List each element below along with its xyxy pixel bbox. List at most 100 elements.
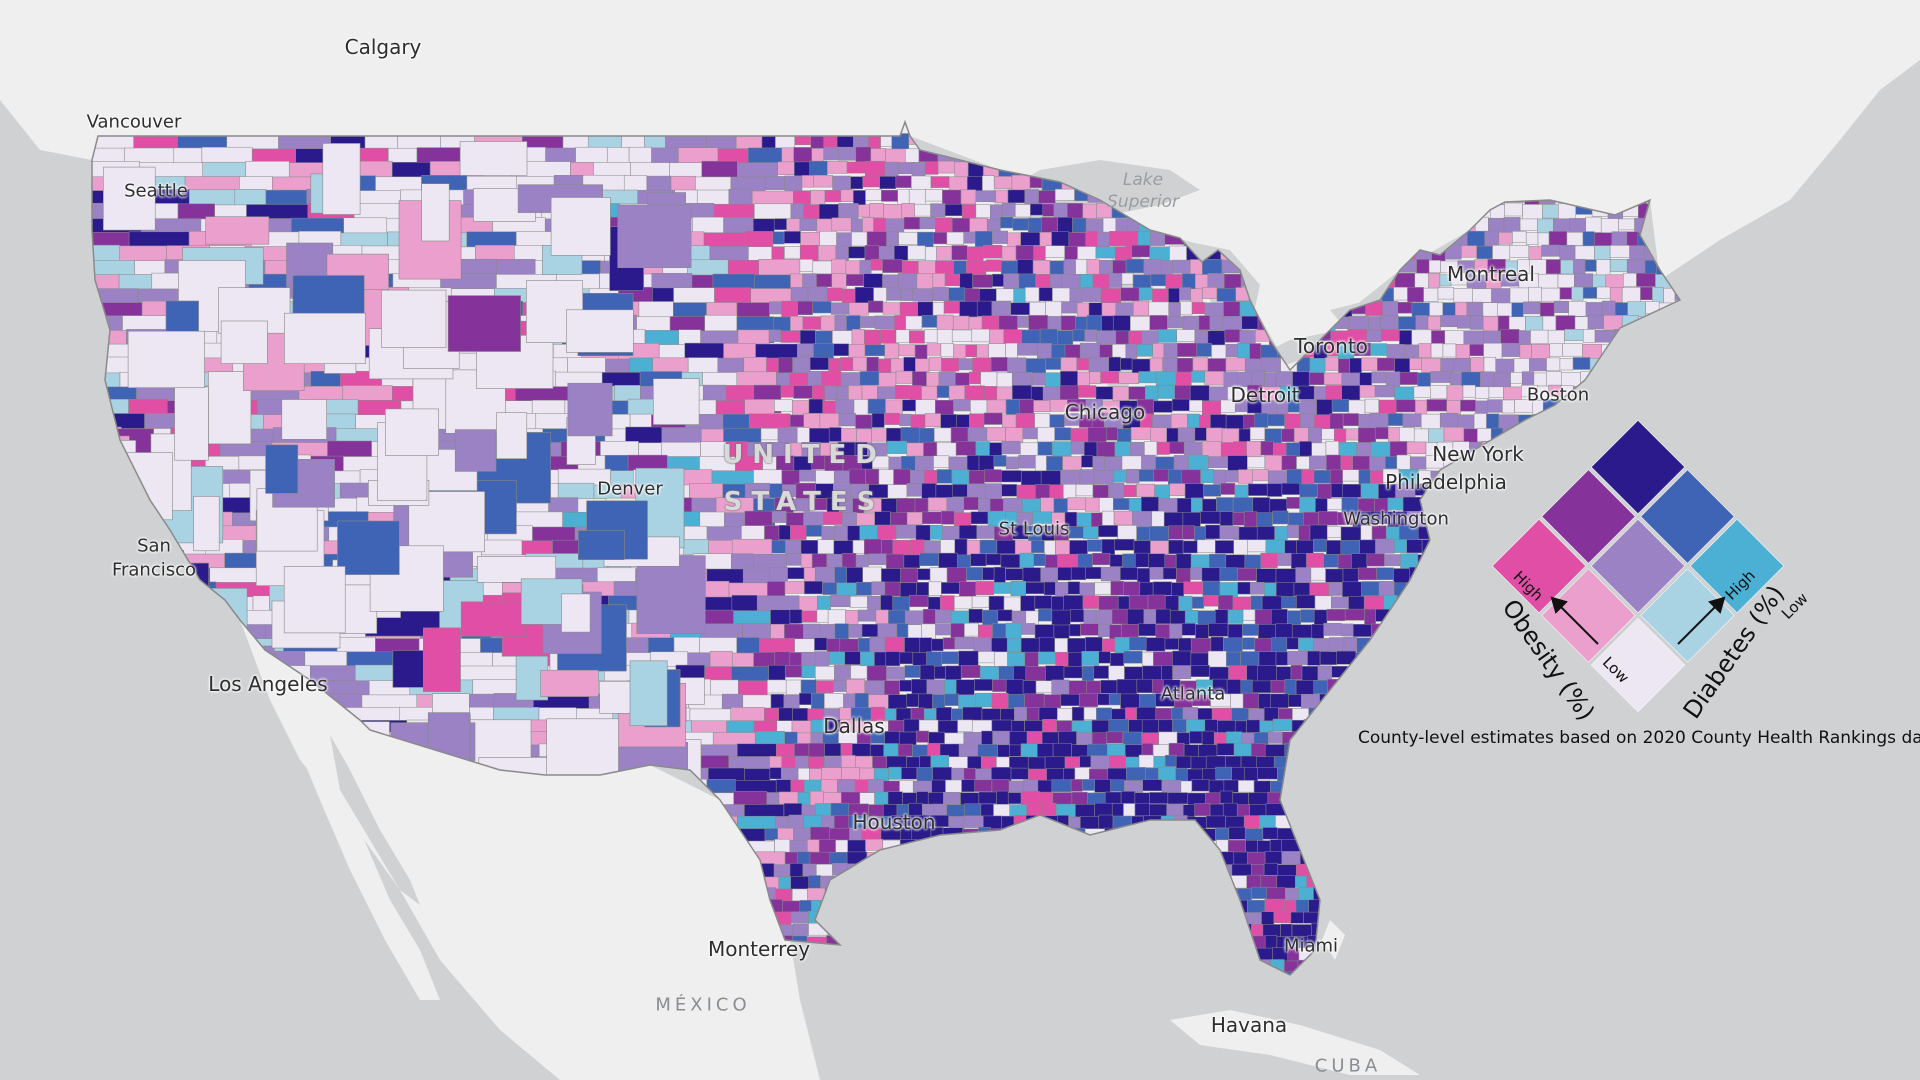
- county-cell: [1484, 230, 1500, 247]
- county-cell: [884, 581, 901, 597]
- county-cell: [914, 203, 931, 217]
- county-cell: [1257, 665, 1277, 683]
- county-cell: [912, 288, 933, 302]
- county-cell: [1224, 273, 1242, 290]
- county-cell: [1242, 609, 1256, 621]
- county-cell: [801, 175, 814, 188]
- county-cell: [1207, 273, 1225, 289]
- county-cell: [1203, 594, 1219, 607]
- county-cell: [1137, 568, 1151, 584]
- county-cell: [1423, 287, 1439, 302]
- county-cell: [974, 231, 993, 248]
- county-cell: [802, 316, 822, 330]
- county-cell: [989, 442, 1003, 457]
- county-cell: [864, 538, 882, 555]
- county-cell: [774, 399, 793, 412]
- county-cell: [1548, 231, 1568, 247]
- county-cell: [906, 442, 924, 457]
- county-cell: [636, 555, 706, 634]
- county-cell: [1117, 525, 1137, 540]
- county-cell: [926, 651, 943, 667]
- county-cell: [915, 358, 930, 373]
- county-cell: [1018, 455, 1036, 469]
- county-cell: [990, 357, 1008, 372]
- county-cell: [852, 539, 865, 555]
- county-cell: [1265, 539, 1286, 554]
- county-cell: [799, 245, 819, 262]
- county-cell: [1135, 552, 1150, 568]
- county-cell: [1141, 496, 1159, 512]
- county-cell: [991, 637, 1008, 654]
- county-cell: [1207, 650, 1227, 669]
- county-cell: [992, 273, 1004, 287]
- county-cell: [1382, 301, 1399, 316]
- county-cell: [1313, 680, 1328, 695]
- county-cell: [1215, 540, 1234, 554]
- county-cell: [1000, 216, 1014, 229]
- county-cell: [1473, 413, 1487, 430]
- county-cell: [1293, 427, 1309, 444]
- county-cell: [1460, 399, 1476, 412]
- county-cell: [1399, 371, 1419, 385]
- county-cell: [840, 357, 854, 371]
- county-cell: [1519, 344, 1532, 359]
- county-cell: [1085, 566, 1102, 580]
- county-cell: [1249, 427, 1266, 440]
- county-cell: [958, 743, 979, 759]
- county-cell: [1226, 679, 1242, 696]
- county-cell: [1168, 288, 1180, 303]
- county-cell: [1326, 609, 1346, 621]
- county-cell: [1267, 731, 1283, 744]
- county-cell: [1116, 679, 1138, 696]
- county-cell: [1223, 301, 1241, 318]
- county-cell: [921, 483, 937, 500]
- county-cell: [1175, 755, 1192, 769]
- county-cell: [883, 204, 902, 221]
- cuba-land: [1170, 1010, 1420, 1075]
- county-cell: [1172, 665, 1192, 679]
- county-cell: [793, 385, 813, 399]
- county-cell: [816, 273, 833, 288]
- county-cell: [841, 791, 861, 806]
- baja-land: [295, 700, 440, 1000]
- county-cell: [898, 162, 913, 175]
- county-cell: [1198, 315, 1211, 331]
- county-cell: [1194, 329, 1209, 345]
- county-cell: [1228, 665, 1247, 680]
- county-cell: [1226, 651, 1241, 667]
- county-cell: [1182, 540, 1198, 554]
- county-cell: [1194, 803, 1211, 817]
- county-cell: [1150, 274, 1167, 287]
- county-cell: [789, 652, 802, 668]
- county-cell: [1142, 651, 1154, 668]
- county-cell: [780, 330, 801, 343]
- county-cell: [1324, 357, 1339, 371]
- county-cell: [1070, 779, 1083, 792]
- county-cell: [1519, 218, 1538, 231]
- county-cell: [1215, 766, 1232, 780]
- county-cell: [1486, 413, 1500, 430]
- county-cell: [1042, 386, 1061, 402]
- county-cell: [1463, 330, 1484, 347]
- county-cell: [945, 665, 962, 680]
- county-cell: [1141, 732, 1159, 746]
- county-cell: [1291, 624, 1313, 639]
- county-cell: [886, 287, 901, 301]
- county-cell: [955, 372, 970, 386]
- county-cell: [1096, 330, 1116, 345]
- county-cell: [1430, 343, 1444, 358]
- county-cell: [1358, 413, 1371, 430]
- county-cell: [764, 176, 785, 190]
- county-cell: [975, 768, 992, 782]
- county-cell: [922, 608, 936, 626]
- county-cell: [1101, 315, 1114, 333]
- county-cell: [848, 302, 869, 316]
- county-cell: [824, 743, 842, 757]
- county-cell: [1080, 623, 1099, 636]
- county-cell: [1582, 329, 1596, 343]
- county-cell: [789, 414, 804, 428]
- county-cell: [1083, 707, 1097, 720]
- county-cell: [1168, 742, 1185, 757]
- county-cell: [1189, 731, 1203, 744]
- county-cell: [1162, 567, 1177, 580]
